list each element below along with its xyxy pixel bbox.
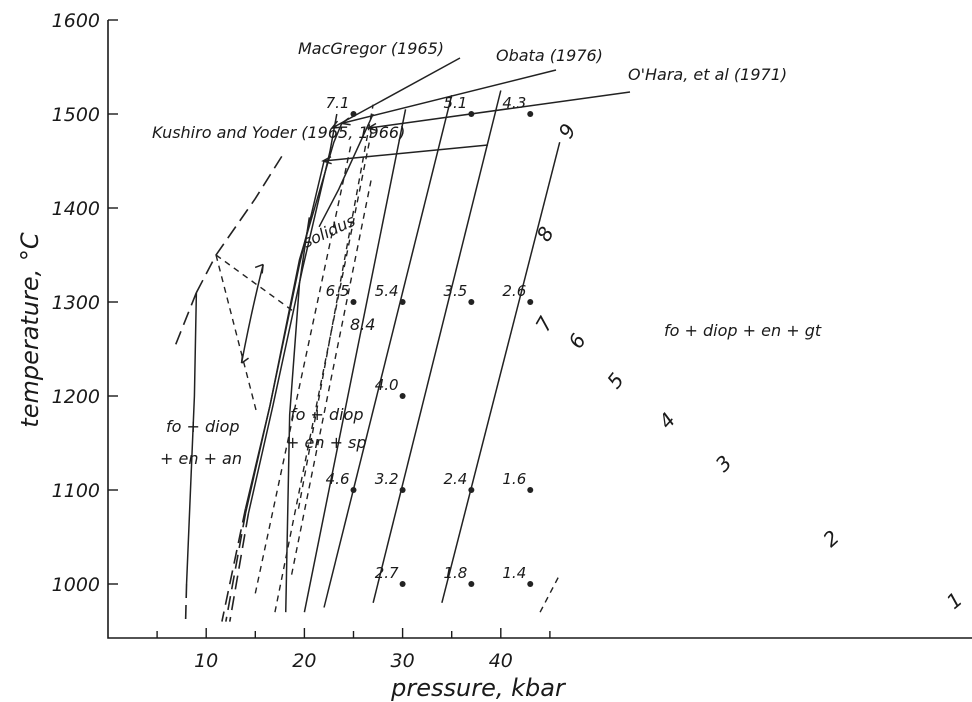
- contour-label-2: 2: [818, 525, 844, 551]
- contour-line-6: [274, 132, 372, 613]
- data-point: [468, 111, 475, 117]
- pointer-line: [322, 144, 489, 162]
- field-label-an-line2: + en + an: [160, 449, 242, 468]
- boundary-extension-1: [228, 513, 250, 622]
- contour-label-7: 7: [531, 312, 558, 335]
- y-tick-label: 1500: [52, 104, 100, 126]
- data-point: [350, 299, 357, 305]
- data-point-label: 2.4: [443, 470, 467, 488]
- data-point: [527, 487, 534, 493]
- contour-line-1: [539, 574, 561, 613]
- y-tick-label: 1600: [52, 10, 100, 32]
- axis-ticks: 10 20 30 40 1000 1100 1200 1300 1400 1500 1600: [52, 10, 551, 672]
- y-tick-label: 1200: [52, 386, 100, 408]
- contour-label-4: 4: [654, 408, 680, 434]
- boundary-extension-3: [184, 583, 188, 622]
- data-point: [350, 487, 357, 493]
- data-point-label: 3.2: [375, 470, 399, 488]
- x-axis-title: pressure, kbar: [390, 674, 567, 702]
- annotation-obata: Obata (1976): [496, 46, 603, 65]
- axis-frame: [107, 20, 972, 639]
- pointer-line: [341, 69, 557, 125]
- contour-line-3: [372, 90, 502, 603]
- contour-label-6: 6: [564, 329, 591, 352]
- x-tick-label: 30: [391, 650, 415, 672]
- angle-arrowhead: [240, 354, 249, 364]
- contour-label-3: 3: [711, 451, 737, 477]
- data-point: [468, 581, 475, 587]
- data-point-label: 4.0: [375, 376, 399, 394]
- data-point-label: 2.6: [502, 282, 526, 300]
- data-point: [399, 393, 406, 399]
- data-point-label: 1.6: [502, 470, 526, 488]
- annotation-ohara: O'Hara, et al (1971): [628, 65, 787, 84]
- data-point-label: 1.4: [502, 564, 526, 582]
- pointer-arrowhead: [366, 122, 378, 132]
- angle-arrow: [240, 264, 264, 364]
- y-tick-label: 1000: [52, 574, 100, 596]
- phase-boundaries: [175, 57, 631, 622]
- annotation-kushiro: Kushiro and Yoder (1965, 1966): [152, 123, 405, 142]
- contour-line-8: [290, 179, 372, 575]
- angle-arrowhead: [254, 263, 264, 274]
- contour-line-7: [254, 142, 353, 594]
- pointer-arrowhead: [321, 156, 332, 165]
- boundary-line-7: [284, 217, 311, 613]
- data-points: 7.1 5.1 4.3 6.5 5.4 3.5 2.6 4.0 4.6 3.2 2.4 1.6 2.7 1…: [326, 94, 534, 587]
- contour-line-9: [297, 104, 374, 509]
- boundary-extension-0: [221, 508, 247, 622]
- data-point: [399, 487, 406, 493]
- field-label-sp-line2: + en + sp: [286, 433, 367, 452]
- contour-label-5: 5: [602, 368, 629, 393]
- data-point-label: 7.1: [326, 94, 350, 112]
- data-point-label: 5.4: [375, 282, 399, 300]
- boundary-line-6: [185, 292, 198, 585]
- pointer-arrowhead: [339, 117, 351, 126]
- data-point-label: 1.8: [443, 564, 467, 582]
- pointer-line: [368, 91, 631, 129]
- x-tick-label: 40: [489, 650, 513, 672]
- tie-line: [215, 254, 295, 312]
- data-point: [527, 581, 534, 587]
- pointer-arrowhead: [330, 120, 341, 130]
- data-point-label: 4.6: [326, 470, 350, 488]
- data-point: [350, 111, 357, 117]
- data-point: [399, 299, 406, 305]
- data-point: [399, 581, 406, 587]
- contour-label-9: 9: [554, 119, 581, 142]
- boundary-line-4: [244, 123, 343, 514]
- data-point: [527, 111, 534, 117]
- field-label-gt: fo + diop + en + gt: [664, 321, 822, 340]
- data-point-label: 4.3: [502, 94, 526, 112]
- contour-label-1: 1: [942, 587, 967, 614]
- field-label-sp-line1: fo + diop: [290, 405, 364, 424]
- boundary-line-3: [247, 113, 338, 514]
- y-tick-label: 1400: [52, 198, 100, 220]
- x-tick-label: 20: [292, 650, 316, 672]
- tie-line: [215, 254, 258, 415]
- annotation-8-4: 8.4: [350, 315, 375, 334]
- data-point-label: 3.5: [443, 282, 467, 300]
- y-tick-label: 1100: [52, 480, 100, 502]
- boundary-line-0: [195, 151, 286, 293]
- data-point-label: 2.7: [375, 564, 399, 582]
- boundary-extension-2: [225, 513, 247, 622]
- x-tick-label: 10: [194, 650, 218, 672]
- annotation-macgregor: MacGregor (1965): [298, 39, 444, 58]
- data-point: [527, 299, 534, 305]
- field-label-an-line1: fo + diop: [166, 417, 240, 436]
- data-point-label: 6.5: [326, 282, 350, 300]
- contour-line-5: [303, 109, 407, 613]
- contour-line-4: [323, 95, 453, 608]
- boundary-line-1: [175, 292, 198, 345]
- data-point: [468, 487, 475, 493]
- boundary-line-5: [318, 113, 374, 228]
- data-point-label: 5.1: [443, 94, 467, 112]
- y-tick-label: 1300: [52, 292, 100, 314]
- contour-line-2: [441, 142, 561, 603]
- y-axis-title: temperature, °C: [16, 232, 44, 428]
- data-point: [468, 299, 475, 305]
